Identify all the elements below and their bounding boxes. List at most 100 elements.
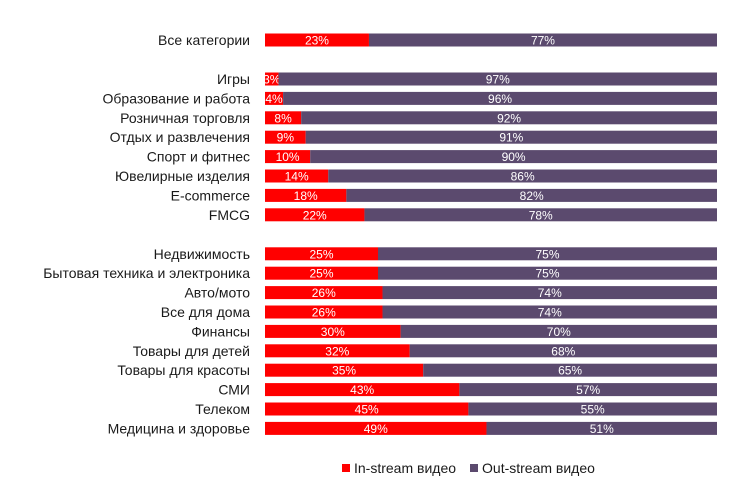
bar-out-stream — [301, 111, 717, 125]
bar-out-stream — [468, 402, 717, 416]
bar-in-stream — [265, 324, 401, 338]
value-label-in-stream: 18% — [294, 189, 318, 203]
bar-out-stream — [328, 169, 717, 183]
value-label-out-stream: 74% — [538, 286, 562, 300]
category-label: Образование и работа — [103, 90, 251, 106]
category-label: Авто/мото — [184, 285, 250, 301]
bar-in-stream — [265, 111, 302, 125]
bar-in-stream — [265, 344, 410, 358]
bar-out-stream — [382, 305, 717, 319]
value-label-out-stream: 75% — [535, 267, 559, 281]
bar-in-stream — [265, 150, 311, 164]
bar-out-stream — [305, 130, 717, 144]
value-label-out-stream: 97% — [486, 73, 510, 87]
category-label: Товары для красоты — [117, 362, 250, 378]
value-label-in-stream: 30% — [321, 325, 345, 339]
value-label-in-stream: 3% — [263, 73, 281, 87]
value-label-out-stream: 68% — [551, 344, 575, 358]
category-label: Ювелирные изделия — [115, 168, 250, 184]
bar-in-stream — [265, 286, 383, 300]
value-label-in-stream: 32% — [325, 344, 349, 358]
bar-in-stream — [265, 421, 487, 435]
bar-in-stream — [265, 188, 347, 202]
value-label-out-stream: 55% — [581, 403, 605, 417]
bar-out-stream — [378, 247, 717, 261]
value-label-out-stream: 74% — [538, 306, 562, 320]
category-label: Все для дома — [161, 304, 250, 320]
category-label: Недвижимость — [154, 246, 250, 262]
category-label: СМИ — [218, 382, 250, 398]
category-label: Товары для детей — [133, 343, 250, 359]
category-label: Отдых и развлечения — [110, 129, 250, 145]
value-label-out-stream: 92% — [497, 111, 521, 125]
bar-out-stream — [486, 421, 717, 435]
category-label: Финансы — [191, 323, 250, 339]
bar-in-stream — [265, 247, 378, 261]
category-label: Телеком — [195, 401, 250, 417]
bar-out-stream — [364, 208, 717, 222]
value-label-out-stream: 70% — [547, 325, 571, 339]
legend: In-stream видео Out-stream видео — [342, 460, 609, 476]
value-label-out-stream: 77% — [531, 34, 555, 48]
value-label-in-stream: 23% — [305, 34, 329, 48]
bar-in-stream — [265, 130, 306, 144]
value-label-in-stream: 35% — [332, 364, 356, 378]
legend-label-out-stream: Out-stream видео — [482, 460, 595, 476]
bar-in-stream — [265, 91, 284, 105]
bar-in-stream — [265, 363, 424, 377]
legend-swatch-in-stream — [342, 464, 350, 472]
legend-item-in-stream: In-stream видео — [342, 460, 456, 476]
bar-in-stream — [265, 33, 369, 47]
bar-out-stream — [382, 286, 717, 300]
category-label: FMCG — [209, 207, 250, 223]
legend-item-out-stream: Out-stream видео — [470, 460, 595, 476]
bar-out-stream — [378, 266, 717, 280]
value-label-out-stream: 65% — [558, 364, 582, 378]
value-label-out-stream: 90% — [502, 150, 526, 164]
value-label-in-stream: 9% — [277, 131, 295, 145]
value-label-in-stream: 25% — [309, 267, 333, 281]
value-label-in-stream: 10% — [276, 150, 300, 164]
value-label-in-stream: 45% — [355, 403, 379, 417]
value-label-in-stream: 26% — [312, 286, 336, 300]
bar-in-stream — [265, 72, 279, 86]
value-label-out-stream: 96% — [488, 92, 512, 106]
bar-out-stream — [346, 188, 717, 202]
category-label: Все категории — [158, 32, 250, 48]
value-label-out-stream: 57% — [576, 383, 600, 397]
bar-in-stream — [265, 305, 383, 319]
value-label-in-stream: 22% — [303, 208, 327, 222]
bar-in-stream — [265, 169, 329, 183]
bar-out-stream — [278, 72, 717, 86]
value-label-in-stream: 49% — [364, 422, 388, 436]
value-label-out-stream: 82% — [520, 189, 544, 203]
bar-out-stream — [310, 150, 717, 164]
category-label: Спорт и фитнес — [147, 149, 250, 165]
bar-out-stream — [368, 33, 717, 47]
bar-in-stream — [265, 208, 365, 222]
value-label-out-stream: 86% — [511, 170, 535, 184]
category-label: E-commerce — [171, 187, 251, 203]
bar-out-stream — [283, 91, 717, 105]
category-label: Медицина и здоровье — [108, 420, 251, 436]
bar-out-stream — [459, 383, 717, 397]
value-label-out-stream: 75% — [535, 247, 559, 261]
value-label-out-stream: 78% — [529, 208, 553, 222]
value-label-in-stream: 26% — [312, 306, 336, 320]
legend-label-in-stream: In-stream видео — [354, 460, 457, 476]
value-label-in-stream: 14% — [285, 170, 309, 184]
bar-in-stream — [265, 266, 378, 280]
value-label-out-stream: 91% — [499, 131, 523, 145]
bar-out-stream — [409, 344, 717, 358]
bar-out-stream — [400, 324, 717, 338]
value-label-out-stream: 51% — [590, 422, 614, 436]
value-label-in-stream: 8% — [274, 111, 292, 125]
category-label: Розничная торговля — [120, 110, 250, 126]
category-label: Игры — [217, 71, 250, 87]
value-label-in-stream: 4% — [265, 92, 283, 106]
bar-in-stream — [265, 383, 460, 397]
category-label: Бытовая техника и электроника — [43, 265, 250, 281]
legend-swatch-out-stream — [470, 464, 479, 472]
value-label-in-stream: 25% — [309, 247, 333, 261]
